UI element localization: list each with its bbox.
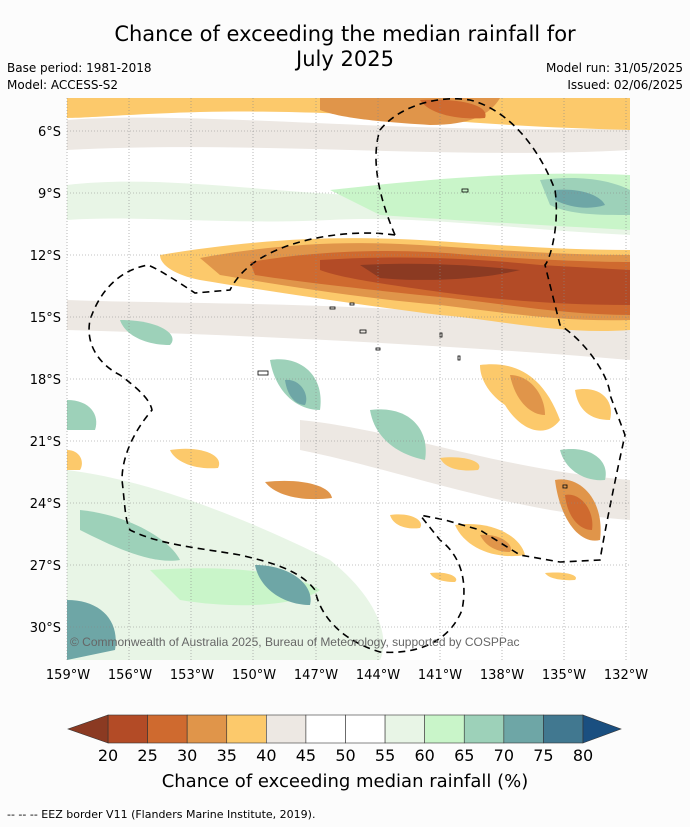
lat-label: 6°S — [38, 125, 61, 140]
title-line-1: Chance of exceeding the median rainfall … — [114, 22, 576, 46]
dry-cell-north-core — [420, 99, 486, 119]
colorbar-tick-label: 70 — [494, 746, 514, 765]
colorbar-tick-label: 65 — [454, 746, 474, 765]
wet-cell-west — [120, 320, 173, 345]
colorbar-segment — [226, 714, 267, 744]
dry-cell-c-1 — [440, 457, 480, 471]
colorbar-segment — [266, 714, 307, 744]
model-name: Model: ACCESS-S2 — [7, 78, 119, 92]
lon-label: 156°W — [108, 668, 152, 683]
lon-label: 153°W — [170, 668, 214, 683]
colorbar-segment — [147, 714, 188, 744]
wet-cell-sw-4 — [67, 600, 116, 660]
colorbar-tick-label: 45 — [296, 746, 316, 765]
wet-region-sw — [67, 470, 384, 660]
lon-axis: 159°W 156°W 153°W 150°W 147°W 144°W 141°… — [46, 668, 648, 683]
lon-label: 135°W — [542, 668, 586, 683]
lon-label: 138°W — [480, 668, 524, 683]
dry-cell-w-edge — [67, 450, 82, 470]
wet-cell-ne-core — [555, 189, 605, 208]
colorbar-tick-label: 55 — [375, 746, 395, 765]
lon-label: 150°W — [232, 668, 276, 683]
copyright-notice: © Commonwealth of Australia 2025, Bureau… — [70, 635, 520, 649]
neutral-band-north — [67, 117, 630, 153]
dry-cell-w-1 — [170, 448, 220, 469]
lat-label: 24°S — [30, 497, 61, 512]
colorbar-tick-label: 40 — [256, 746, 276, 765]
map-title: Chance of exceeding the median rainfall … — [0, 22, 690, 72]
colorbar-tick-label: 35 — [217, 746, 237, 765]
dry-cell-s-1-core — [480, 534, 511, 552]
eez-footnote: -- -- -- EEZ border V11 (Flanders Marine… — [7, 808, 316, 821]
lon-label: 159°W — [46, 668, 90, 683]
model-run: Model run: 31/05/2025 — [545, 61, 683, 75]
wet-cell-west-edge — [67, 400, 97, 430]
eez-border-east — [375, 98, 626, 563]
colorbar-tick-label: 75 — [533, 746, 553, 765]
colorbar-segment — [305, 714, 346, 744]
colorbar-segment — [384, 714, 425, 744]
wet-cell-sw-3 — [255, 565, 311, 605]
eez-border-west — [88, 232, 465, 654]
lat-label: 15°S — [30, 311, 61, 326]
colorbar-segment — [463, 714, 505, 744]
colorbar-segment — [345, 714, 386, 744]
lat-label: 21°S — [30, 435, 61, 450]
issued-date: Issued: 02/06/2025 — [567, 78, 683, 92]
wet-cell-mid-2 — [370, 409, 426, 460]
graticule — [66, 98, 630, 660]
wet-cell-east — [560, 449, 606, 481]
colorbar-tick-label: 20 — [98, 746, 118, 765]
colorbar-tick-label: 60 — [414, 746, 434, 765]
colorbar-tick-label: 50 — [335, 746, 355, 765]
title-line-2: July 2025 — [296, 47, 394, 71]
colorbar-extend-high — [582, 714, 622, 744]
dry-cell-c-2 — [390, 514, 421, 529]
colorbar-segment — [186, 714, 228, 744]
wet-cell-sw-1 — [80, 510, 180, 561]
lon-label: 141°W — [418, 668, 462, 683]
colorbar-tick-label: 80 — [573, 746, 593, 765]
dry-cell-s-3 — [545, 572, 576, 581]
meta-left: Base period: 1981-2018 Model: ACCESS-S2 — [7, 60, 152, 94]
lat-label: 9°S — [38, 187, 61, 202]
lon-label: 144°W — [356, 668, 400, 683]
wet-cell-mid-1-core — [285, 379, 307, 405]
colorbar-title: Chance of exceeding median rainfall (%) — [161, 771, 529, 792]
colorbar-extend-low — [67, 714, 109, 744]
lat-label: 27°S — [30, 559, 61, 574]
lat-label: 18°S — [30, 373, 61, 388]
dry-cell-w-2 — [265, 480, 332, 500]
dry-cell-se-3-core — [565, 494, 593, 530]
dry-cell-se-1-core — [510, 375, 545, 415]
dry-cell-s-2 — [430, 572, 457, 582]
neutral-band-mid — [67, 300, 630, 360]
colorbar-segment — [424, 714, 465, 744]
dry-band-peak — [360, 263, 520, 280]
colorbar-segment — [107, 714, 148, 744]
colorbar: 20 25 30 35 40 45 50 55 60 65 70 75 80 — [67, 714, 622, 765]
lon-label: 132°W — [604, 668, 648, 683]
colorbar-segment — [543, 714, 584, 744]
lat-label: 30°S — [30, 621, 61, 636]
lon-label: 147°W — [294, 668, 338, 683]
colorbar-tick-label: 25 — [137, 746, 157, 765]
colorbar-tick-label: 30 — [177, 746, 197, 765]
base-period: Base period: 1981-2018 — [7, 61, 152, 75]
dry-cell-se-2 — [575, 389, 611, 420]
meta-right: Model run: 31/05/2025 Issued: 02/06/2025 — [546, 60, 683, 94]
lat-label: 12°S — [30, 249, 61, 264]
colorbar-segment — [503, 714, 544, 744]
lat-axis: 6°S 9°S 12°S 15°S 18°S 21°S 24°S 27°S 30… — [30, 125, 61, 636]
